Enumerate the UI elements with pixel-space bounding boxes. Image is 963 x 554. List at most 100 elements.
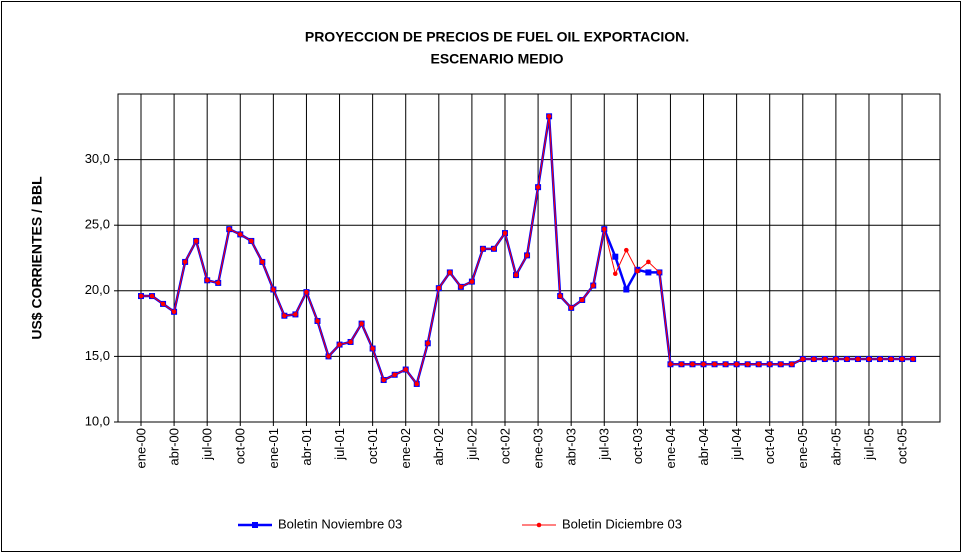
- point-marker: [800, 356, 806, 362]
- point-marker: [767, 361, 773, 367]
- point-marker: [546, 114, 552, 119]
- chart-title: PROYECCION DE PRECIOS DE FUEL OIL EXPORT…: [305, 29, 689, 45]
- point-marker: [690, 361, 695, 367]
- point-marker: [171, 309, 177, 315]
- point-marker: [370, 346, 375, 351]
- x-tick-label: ene-04: [663, 428, 678, 468]
- point-marker: [635, 268, 640, 274]
- point-marker: [326, 354, 331, 359]
- point-marker: [237, 232, 243, 237]
- point-marker: [502, 230, 508, 236]
- legend-label: Boletin Noviembre 03: [278, 516, 402, 531]
- x-tick-label: abr-05: [828, 428, 843, 466]
- point-marker: [568, 305, 574, 311]
- point-marker: [723, 361, 728, 367]
- point-marker: [645, 269, 652, 276]
- point-marker: [899, 356, 905, 362]
- point-marker: [226, 226, 232, 232]
- x-tick-label: oct-01: [365, 428, 380, 464]
- point-marker: [513, 272, 519, 278]
- y-axis-label: US$ CORRIENTES / BBL: [29, 176, 45, 340]
- point-marker: [877, 356, 883, 362]
- point-marker: [679, 361, 684, 367]
- chart-subtitle: ESCENARIO MEDIO: [430, 51, 563, 67]
- x-tick-label: abr-01: [299, 428, 314, 466]
- point-marker: [888, 356, 894, 362]
- point-marker: [855, 356, 861, 362]
- point-marker: [480, 246, 486, 252]
- point-marker: [734, 361, 739, 367]
- x-tick-label: oct-03: [630, 428, 645, 464]
- x-tick-label: ene-00: [133, 428, 148, 468]
- x-tick-label: oct-00: [233, 428, 248, 464]
- x-tick-label: ene-02: [398, 428, 413, 468]
- point-marker: [249, 238, 254, 244]
- point-marker: [623, 286, 630, 293]
- point-marker: [425, 340, 431, 346]
- x-tick-label: abr-04: [696, 428, 711, 466]
- y-tick-label: 15,0: [85, 348, 110, 363]
- legend-marker: [252, 522, 258, 528]
- point-marker: [579, 297, 585, 303]
- x-tick-label: jul-03: [597, 428, 612, 461]
- point-marker: [260, 259, 265, 265]
- point-marker: [469, 279, 475, 284]
- point-marker: [844, 356, 850, 362]
- point-marker: [271, 287, 276, 292]
- point-marker: [315, 318, 320, 324]
- point-marker: [491, 246, 497, 252]
- x-tick-label: ene-01: [266, 428, 281, 468]
- point-marker: [414, 381, 420, 387]
- point-marker: [359, 321, 364, 326]
- x-tick-label: oct-02: [497, 428, 512, 464]
- x-tick-label: ene-05: [795, 428, 810, 468]
- point-marker: [392, 372, 397, 378]
- point-marker: [712, 361, 717, 367]
- point-marker: [160, 301, 166, 307]
- point-marker: [612, 271, 618, 277]
- point-marker: [138, 293, 144, 299]
- x-tick-label: jul-01: [332, 428, 347, 461]
- x-tick-label: abr-00: [167, 428, 182, 466]
- point-marker: [282, 313, 287, 319]
- point-marker: [910, 356, 916, 362]
- point-marker: [778, 361, 784, 367]
- point-marker: [524, 253, 530, 258]
- point-marker: [789, 361, 795, 367]
- point-marker: [701, 361, 706, 367]
- point-marker: [182, 259, 188, 265]
- point-marker: [745, 361, 750, 367]
- point-marker: [149, 293, 155, 299]
- point-marker: [866, 356, 872, 362]
- legend-marker: [536, 522, 542, 528]
- point-marker: [557, 293, 563, 299]
- y-tick-label: 25,0: [85, 217, 110, 232]
- point-marker: [756, 361, 761, 367]
- x-tick-label: oct-05: [895, 428, 910, 464]
- point-marker: [293, 312, 298, 317]
- x-tick-label: oct-04: [762, 428, 777, 464]
- point-marker: [811, 356, 817, 362]
- x-tick-label: jul-04: [729, 428, 744, 461]
- x-tick-label: abr-03: [564, 428, 579, 466]
- point-marker: [822, 356, 828, 362]
- point-marker: [668, 361, 673, 367]
- legend-label: Boletin Diciembre 03: [562, 516, 682, 531]
- point-marker: [193, 238, 199, 244]
- point-marker: [337, 342, 342, 347]
- x-tick-label: abr-02: [431, 428, 446, 466]
- x-tick-label: jul-05: [861, 428, 876, 461]
- y-tick-label: 10,0: [85, 413, 110, 428]
- point-marker: [657, 270, 662, 275]
- point-marker: [458, 284, 464, 290]
- point-marker: [612, 253, 619, 260]
- point-marker: [304, 289, 309, 295]
- point-marker: [381, 377, 386, 383]
- point-marker: [590, 283, 596, 288]
- point-marker: [601, 226, 607, 232]
- point-marker: [624, 247, 629, 253]
- x-tick-label: jul-00: [200, 428, 215, 461]
- point-marker: [646, 259, 651, 265]
- y-tick-label: 30,0: [85, 151, 110, 166]
